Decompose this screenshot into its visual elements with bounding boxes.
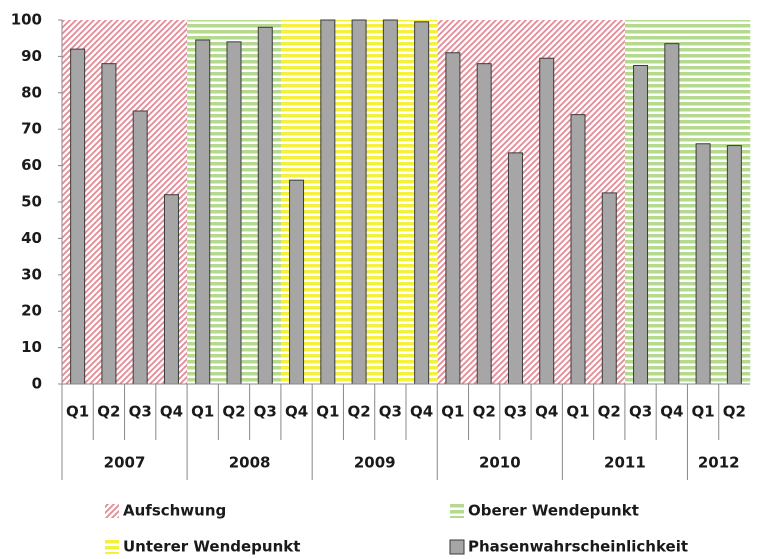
x-tick-label: Q4 bbox=[285, 403, 308, 421]
y-tick-label: 80 bbox=[21, 83, 42, 101]
legend-label: Aufschwung bbox=[123, 502, 226, 520]
x-group-label: 2012 bbox=[698, 454, 740, 472]
x-tick-label: Q3 bbox=[379, 403, 402, 421]
bar bbox=[664, 43, 680, 385]
bar bbox=[101, 63, 117, 385]
legend-swatch bbox=[450, 504, 464, 518]
legend-label: Phasenwahrscheinlichkeit bbox=[468, 538, 688, 556]
y-tick-label: 90 bbox=[21, 47, 42, 65]
x-tick-label: Q2 bbox=[97, 403, 120, 421]
x-tick-label: Q4 bbox=[535, 403, 558, 421]
x-group-label: 2007 bbox=[104, 454, 146, 472]
y-tick-label: 60 bbox=[21, 156, 42, 174]
x-tick-label: Q1 bbox=[191, 403, 214, 421]
x-tick-label: Q1 bbox=[691, 403, 714, 421]
x-tick-label: Q2 bbox=[347, 403, 370, 421]
x-tick-label: Q3 bbox=[254, 403, 277, 421]
x-tick-label: Q2 bbox=[473, 403, 496, 421]
legend-label: Oberer Wendepunkt bbox=[468, 502, 639, 520]
y-tick-label: 50 bbox=[21, 193, 42, 211]
bar bbox=[633, 65, 649, 385]
bar bbox=[476, 63, 492, 385]
bar bbox=[601, 192, 617, 385]
bar bbox=[382, 19, 398, 385]
x-group-label: 2010 bbox=[479, 454, 521, 472]
legend-swatch bbox=[105, 540, 119, 554]
y-tick-label: 30 bbox=[21, 265, 42, 283]
legend-swatch bbox=[449, 539, 465, 555]
x-tick-label: Q2 bbox=[222, 403, 245, 421]
x-tick-label: Q2 bbox=[598, 403, 621, 421]
x-tick-label: Q4 bbox=[660, 403, 683, 421]
y-tick-label: 20 bbox=[21, 302, 42, 320]
x-group-label: 2008 bbox=[229, 454, 271, 472]
x-tick-label: Q3 bbox=[129, 403, 152, 421]
y-tick-label: 10 bbox=[21, 338, 42, 356]
x-group-label: 2009 bbox=[354, 454, 396, 472]
bar bbox=[226, 41, 242, 385]
bar bbox=[70, 48, 86, 385]
x-tick-label: Q3 bbox=[629, 403, 652, 421]
x-tick-label: Q1 bbox=[441, 403, 464, 421]
bar bbox=[726, 145, 742, 385]
bar bbox=[257, 26, 273, 385]
bar bbox=[195, 39, 211, 385]
legend-label: Unterer Wendepunkt bbox=[123, 538, 300, 556]
x-tick-label: Q3 bbox=[504, 403, 527, 421]
y-tick-label: 70 bbox=[21, 120, 42, 138]
x-tick-label: Q4 bbox=[410, 403, 433, 421]
bar bbox=[351, 19, 367, 385]
bar bbox=[132, 110, 148, 385]
x-tick-label: Q4 bbox=[160, 403, 183, 421]
bar bbox=[570, 114, 586, 385]
y-tick-label: 40 bbox=[21, 229, 42, 247]
bar bbox=[289, 179, 305, 385]
bar bbox=[445, 52, 461, 385]
bar bbox=[695, 143, 711, 385]
y-tick-label: 0 bbox=[32, 375, 42, 393]
x-tick-label: Q2 bbox=[723, 403, 746, 421]
bar bbox=[507, 152, 523, 385]
x-tick-label: Q1 bbox=[316, 403, 339, 421]
bar bbox=[163, 194, 179, 385]
x-group-label: 2011 bbox=[604, 454, 646, 472]
x-tick-label: Q1 bbox=[66, 403, 89, 421]
bar bbox=[539, 57, 555, 385]
x-tick-label: Q1 bbox=[566, 403, 589, 421]
legend-swatch bbox=[105, 504, 119, 518]
bar bbox=[320, 19, 336, 385]
y-tick-label: 100 bbox=[11, 11, 42, 29]
bar bbox=[414, 21, 430, 385]
